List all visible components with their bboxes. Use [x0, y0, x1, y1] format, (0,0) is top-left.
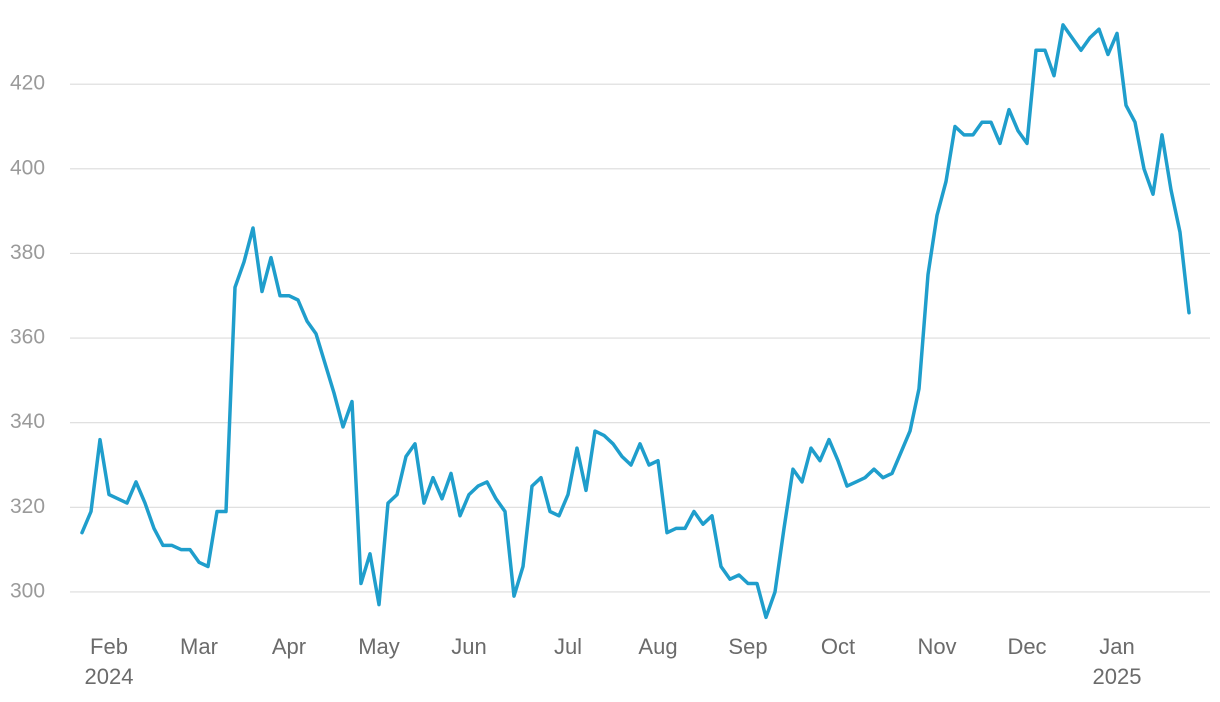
- y-tick-label: 360: [10, 326, 45, 349]
- y-tick-label: 420: [10, 72, 45, 95]
- y-tick-label: 380: [10, 241, 45, 264]
- x-tick-label: Jun: [451, 634, 486, 659]
- x-tick-label: Feb: [90, 634, 128, 659]
- x-tick-sublabel: 2025: [1093, 664, 1142, 689]
- price-line: [80, 23, 1191, 620]
- x-tick-label: Jul: [554, 634, 582, 659]
- x-tick-sublabel: 2024: [85, 664, 134, 689]
- x-tick-label: Aug: [638, 634, 677, 659]
- x-tick-label: Dec: [1007, 634, 1046, 659]
- x-tick-label: Nov: [917, 634, 956, 659]
- y-tick-label: 320: [10, 495, 45, 518]
- x-tick-label: Sep: [728, 634, 767, 659]
- x-tick-label: Apr: [272, 634, 306, 659]
- y-tick-label: 400: [10, 156, 45, 179]
- x-tick-label: Jan: [1099, 634, 1134, 659]
- x-tick-label: Oct: [821, 634, 855, 659]
- x-tick-label: Mar: [180, 634, 218, 659]
- y-tick-label: 340: [10, 410, 45, 433]
- x-tick-label: May: [358, 634, 400, 659]
- y-tick-label: 300: [10, 579, 45, 602]
